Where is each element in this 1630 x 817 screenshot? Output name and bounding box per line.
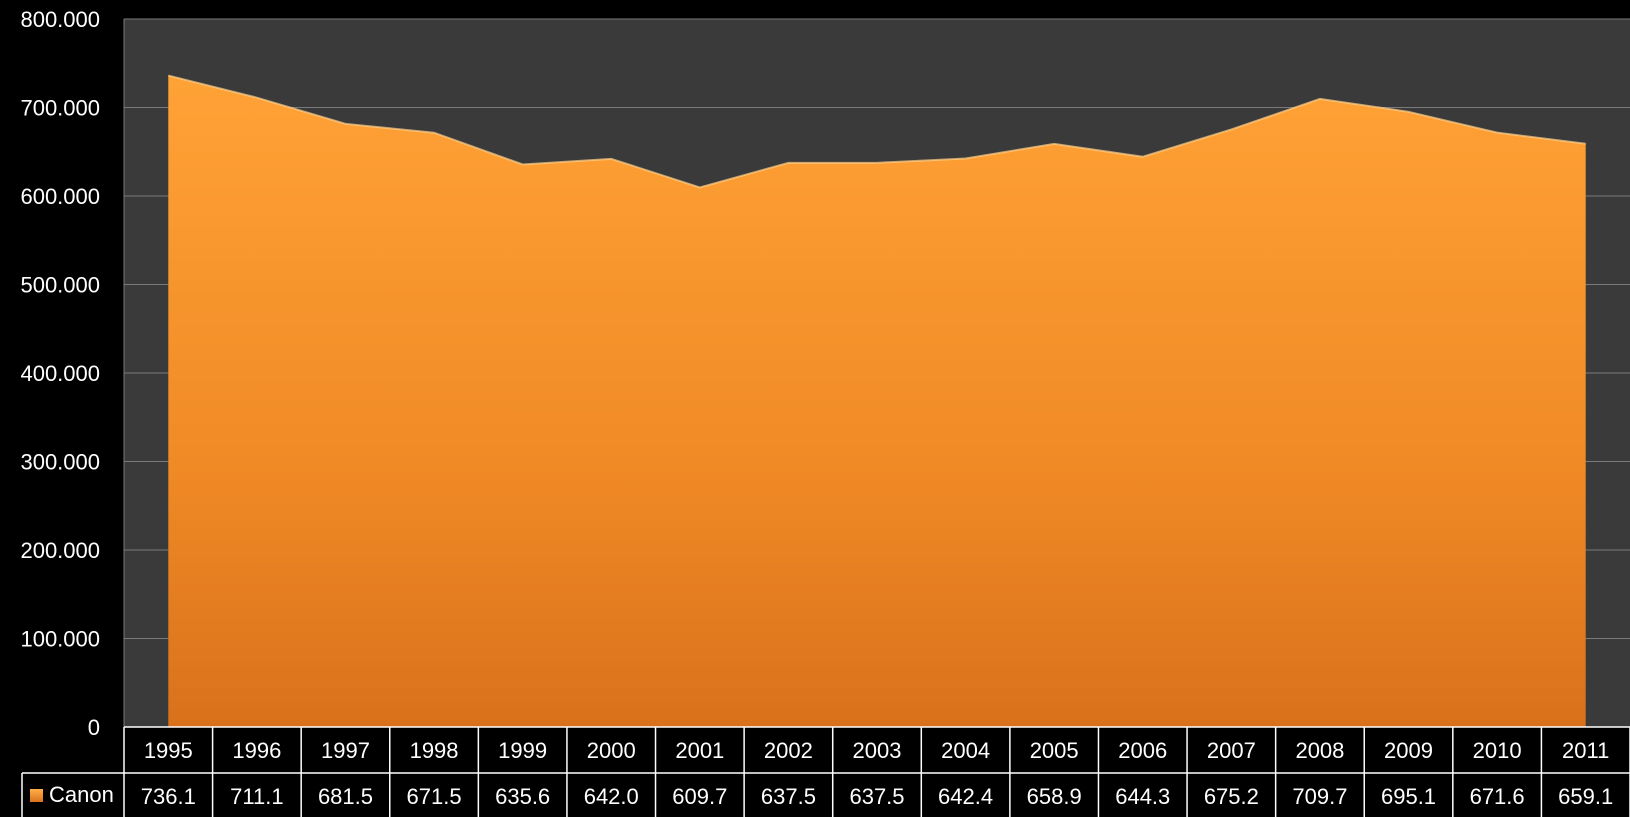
area-series-canon — [168, 75, 1586, 727]
x-tick-label: 2007 — [1207, 738, 1256, 763]
y-axis-tick-labels: 0 100.000 200.000 300.000 400.000 500.000 600.… — [20, 7, 100, 740]
x-tick-label: 2000 — [587, 738, 636, 763]
x-tick-label: 1996 — [232, 738, 281, 763]
data-label: 659.1 — [1558, 784, 1613, 809]
area-series-canon-top-edge — [168, 74, 1586, 189]
legend-swatch-canon — [30, 789, 43, 802]
data-label: 642.0 — [584, 784, 639, 809]
data-label: 644.3 — [1115, 784, 1170, 809]
data-table: 1995 1996 1997 1998 1999 2000 2001 2002 2003 2004… — [21, 726, 1630, 817]
x-tick-label: 2005 — [1030, 738, 1079, 763]
y-tick-label: 800.000 — [20, 7, 100, 32]
x-tick-label: 2002 — [764, 738, 813, 763]
y-tick-label: 400.000 — [20, 361, 100, 386]
y-tick-label: 100.000 — [20, 627, 100, 652]
data-label: 681.5 — [318, 784, 373, 809]
x-tick-label: 2011 — [1562, 738, 1609, 763]
data-label: 671.5 — [407, 784, 462, 809]
y-tick-label: 300.000 — [20, 450, 100, 475]
data-label: 709.7 — [1292, 784, 1347, 809]
y-tick-label: 500.000 — [20, 273, 100, 298]
x-tick-label: 2008 — [1295, 738, 1344, 763]
x-tick-label: 1998 — [410, 738, 459, 763]
x-tick-label: 2010 — [1473, 738, 1522, 763]
y-tick-label: 200.000 — [20, 538, 100, 563]
x-tick-label: 1997 — [321, 738, 370, 763]
x-tick-label: 2001 — [675, 738, 724, 763]
y-tick-label: 600.000 — [20, 184, 100, 209]
data-label: 637.5 — [849, 784, 904, 809]
y-tick-label: 700.000 — [20, 96, 100, 121]
y-tick-label: 0 — [88, 715, 100, 740]
data-label: 711.1 — [230, 784, 283, 809]
data-label: 736.1 — [141, 784, 196, 809]
x-tick-label: 2009 — [1384, 738, 1433, 763]
data-label: 695.1 — [1381, 784, 1436, 809]
data-label: 637.5 — [761, 784, 816, 809]
x-tick-label: 1995 — [144, 738, 193, 763]
x-tick-label: 2006 — [1118, 738, 1167, 763]
x-tick-label: 2004 — [941, 738, 990, 763]
x-tick-label: 1999 — [498, 738, 547, 763]
data-label: 675.2 — [1204, 784, 1259, 809]
data-label: 609.7 — [672, 784, 727, 809]
data-label: 658.9 — [1027, 784, 1082, 809]
legend-label-canon: Canon — [49, 782, 114, 807]
x-tick-label: 2003 — [853, 738, 902, 763]
data-label: 642.4 — [938, 784, 993, 809]
data-label: 671.6 — [1470, 784, 1525, 809]
data-label: 635.6 — [495, 784, 550, 809]
